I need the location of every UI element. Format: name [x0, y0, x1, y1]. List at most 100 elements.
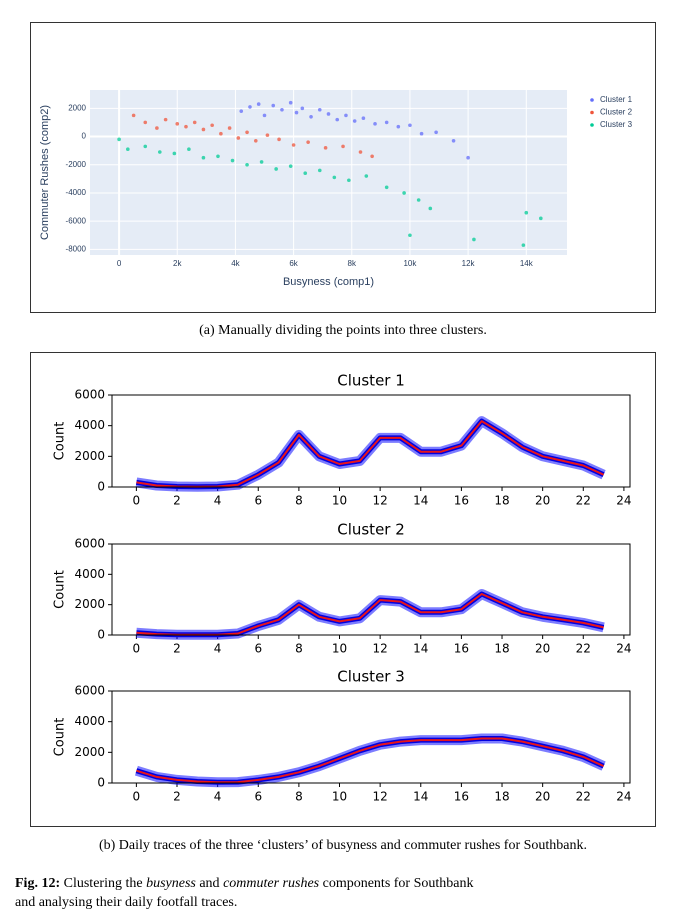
x-tick-label: 20	[535, 790, 550, 804]
caption-text: and	[199, 876, 219, 891]
x-tick-label: 24	[616, 790, 631, 804]
scatter-point	[344, 113, 348, 118]
x-tick-label: 24	[616, 494, 631, 508]
scatter-point	[245, 130, 249, 135]
scatter-point	[300, 106, 305, 111]
scatter-point	[239, 109, 244, 113]
scatter-point	[303, 171, 308, 176]
scatter-point	[373, 122, 377, 126]
fig-label: Fig. 12	[15, 876, 55, 891]
y-tick-label: -2000	[66, 160, 87, 169]
x-tick-label: 0	[133, 642, 141, 656]
x-tick-label: 20	[535, 494, 550, 508]
scatter-point	[155, 126, 159, 130]
x-tick-label: 2	[173, 790, 181, 804]
x-tick-label: 8	[295, 790, 303, 804]
scatter-point	[306, 140, 310, 144]
legend-marker	[590, 98, 594, 102]
legend-marker	[590, 110, 594, 115]
scatter-point	[131, 113, 136, 118]
scatter-point	[352, 119, 357, 123]
x-tick-label: 14	[413, 642, 428, 656]
scatter-point	[341, 144, 345, 149]
fig-colon: :	[55, 876, 60, 891]
y-tick-label: 0	[97, 776, 105, 790]
scatter-point	[384, 120, 389, 125]
chart-title: Cluster 3	[337, 668, 405, 686]
x-tick-label: 12	[373, 642, 388, 656]
scatter-point	[172, 151, 177, 156]
scatter-point	[288, 100, 293, 105]
scatter-point	[370, 154, 374, 159]
y-tick-label: -4000	[66, 188, 87, 197]
x-tick-label: 0	[133, 494, 141, 508]
scatter-point	[280, 107, 284, 112]
scatter-point	[451, 138, 456, 143]
x-tick-label: 20	[535, 642, 550, 656]
x-tick-label: 2	[173, 642, 181, 656]
scatter-point	[210, 123, 214, 128]
scatter-point	[384, 185, 389, 190]
scatter-point	[539, 216, 543, 221]
caption-text: Clustering the	[64, 876, 143, 891]
legend-label: Cluster 1	[600, 95, 633, 104]
scatter-point	[408, 123, 412, 128]
scatter-point	[265, 133, 270, 137]
y-tick-label: 2000	[74, 597, 105, 611]
x-tick-label: 10	[332, 494, 347, 508]
mean-line	[136, 737, 605, 784]
scatter-point	[323, 146, 328, 150]
scatter-point	[184, 124, 188, 129]
x-tick-label: 4	[214, 642, 222, 656]
panel-a-frame	[30, 22, 656, 313]
scatter-point	[317, 168, 322, 173]
x-tick-label: 0	[117, 259, 122, 268]
figure-caption: Fig. 12: Clustering the busyness and com…	[15, 876, 473, 891]
x-tick-label: 4k	[231, 259, 240, 268]
scatter-point	[335, 117, 340, 122]
scatter-point	[419, 131, 424, 136]
y-tick-label: 6000	[74, 537, 105, 551]
scatter-point	[192, 120, 197, 125]
x-tick-label: 8k	[348, 259, 357, 268]
x-tick-label: 0	[133, 790, 141, 804]
scatter-point	[259, 160, 264, 164]
x-tick-label: 10k	[403, 259, 417, 268]
y-tick-label: 4000	[74, 418, 105, 432]
scatter-point	[163, 117, 168, 122]
scatter-point	[143, 120, 148, 125]
scatter-point	[219, 131, 223, 136]
chart-title: Cluster 1	[337, 372, 405, 390]
scatter-point	[216, 154, 220, 159]
scatter-point	[347, 178, 351, 183]
y-tick-label: 4000	[74, 714, 105, 728]
scatter-point	[396, 124, 401, 129]
y-tick-label: 2000	[74, 449, 105, 463]
scatter-point	[521, 243, 526, 247]
scatter-point	[175, 122, 180, 126]
scatter-point	[143, 144, 148, 149]
x-tick-label: 12	[373, 494, 388, 508]
caption-emph: busyness	[146, 876, 196, 891]
x-tick-label: 18	[494, 790, 509, 804]
scatter-point	[416, 198, 421, 202]
x-tick-label: 18	[494, 494, 509, 508]
x-tick-label: 16	[454, 494, 469, 508]
scatter-point	[236, 136, 241, 140]
axes-frame	[111, 394, 631, 488]
y-axis-title: Count	[53, 718, 68, 757]
scatter-point	[230, 158, 235, 163]
y-tick-label: 0	[97, 628, 105, 642]
scatter-point	[309, 114, 313, 119]
x-tick-label: 14	[413, 790, 428, 804]
legend-label: Cluster 2	[600, 108, 633, 117]
scatter-point	[288, 164, 293, 168]
panel-b-frame	[30, 352, 656, 827]
caption-a: (a) Manually dividing the points into th…	[199, 323, 487, 338]
scatter-point	[187, 147, 191, 152]
scatter-point	[277, 137, 281, 142]
y-tick-label: 6000	[74, 684, 105, 698]
x-tick-label: 6	[254, 494, 262, 508]
scatter-point	[402, 191, 406, 195]
x-tick-label: 2	[173, 494, 181, 508]
